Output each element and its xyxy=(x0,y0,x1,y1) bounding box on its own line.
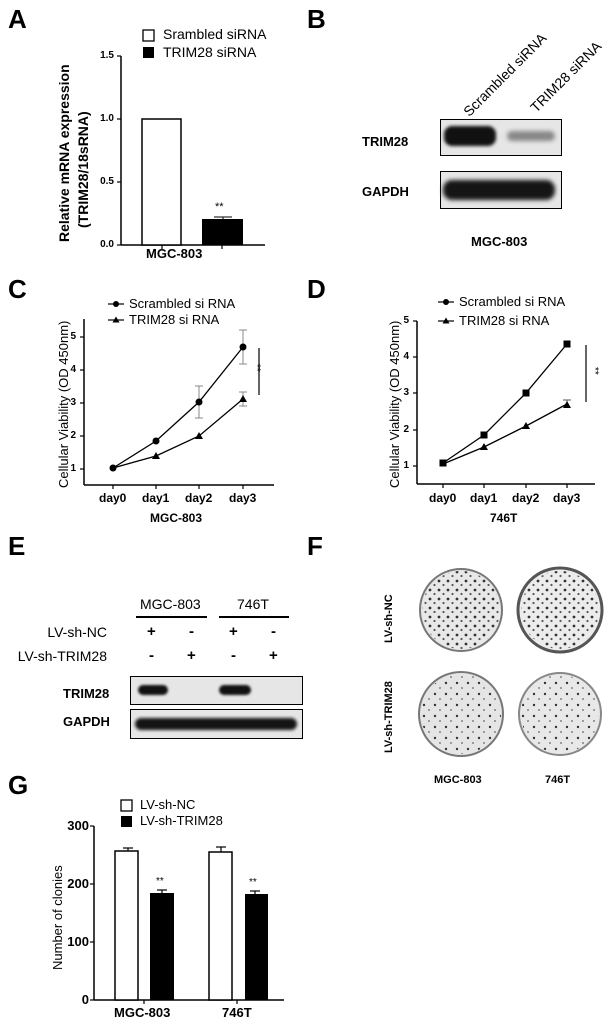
significance-d: ** xyxy=(589,367,600,375)
ytick-d-1: 1 xyxy=(403,460,409,471)
ytick-g-100: 100 xyxy=(67,934,89,949)
ylabel-d: Cellular Viability (OD 450nm) xyxy=(387,320,402,488)
xlabel-d: 746T xyxy=(490,511,518,525)
ytick-d-4: 4 xyxy=(403,351,409,362)
legend-c-scrambled: Scrambled si RNA xyxy=(129,296,236,311)
blot-label-trim28-b: TRIM28 xyxy=(362,134,409,149)
colony-plates xyxy=(418,566,604,757)
sh-nc-lane1: + xyxy=(147,623,156,640)
ytick-c-5: 5 xyxy=(70,331,76,342)
blot-label-gapdh-b: GAPDH xyxy=(362,184,409,199)
group-underline-746t xyxy=(219,616,289,618)
panel-letter-d: D xyxy=(307,274,326,304)
xlabel-a: MGC-803 xyxy=(146,246,203,261)
line-chart-d xyxy=(413,299,595,488)
legend-g-sh-trim28: LV-sh-TRIM28 xyxy=(140,813,223,828)
plate-mgc803-sh-trim28 xyxy=(418,671,504,757)
sh-trim28-lane3: - xyxy=(231,647,236,664)
group-label-746t: 746T xyxy=(237,596,269,612)
row-label-sh-trim28: LV-sh-TRIM28 xyxy=(17,648,107,664)
ytick-g-0: 0 xyxy=(81,992,89,1007)
ytick-c-4: 4 xyxy=(70,364,76,375)
blot-trim28-b xyxy=(440,119,562,156)
ytick-a-0-0: 0.0 xyxy=(100,239,114,250)
significance-g-mgc803: ** xyxy=(156,876,164,887)
legend-d-scrambled: Scrambled si RNA xyxy=(459,294,566,309)
xlabel-c: MGC-803 xyxy=(150,511,203,525)
line-chart-c xyxy=(80,301,274,489)
ytick-d-5: 5 xyxy=(403,315,409,326)
ytick-a-1-0: 1.0 xyxy=(100,113,114,124)
ytick-c-1: 1 xyxy=(70,463,76,474)
blot-trim28-e xyxy=(130,676,303,705)
blot-label-gapdh-e: GAPDH xyxy=(63,714,110,729)
row-label-sh-nc: LV-sh-NC xyxy=(47,624,107,640)
bar-chart-a xyxy=(117,55,265,249)
xtick-c-day3: day3 xyxy=(229,491,257,505)
legend-g-sh-nc: LV-sh-NC xyxy=(140,797,196,812)
sh-trim28-lane2: + xyxy=(187,647,196,664)
ytick-c-3: 3 xyxy=(70,397,76,408)
panel-letter-f: F xyxy=(307,531,323,561)
legend-swatches-a xyxy=(142,29,155,58)
ytick-d-2: 2 xyxy=(403,424,409,435)
panel-letter-b: B xyxy=(307,4,326,34)
legend-trim28: TRIM28 siRNA xyxy=(163,44,257,60)
blot-gapdh-b xyxy=(440,171,562,209)
group-underline-mgc803 xyxy=(136,616,207,618)
plate-746t-sh-trim28 xyxy=(518,672,602,756)
blot-gapdh-e xyxy=(130,709,303,739)
xtick-d-day0: day0 xyxy=(429,491,457,505)
xtick-g-746t: 746T xyxy=(222,1005,252,1020)
legend-c-trim28: TRIM28 si RNA xyxy=(129,312,220,327)
xtick-d-day1: day1 xyxy=(470,491,498,505)
sh-nc-lane4: - xyxy=(271,623,276,640)
ytick-c-2: 2 xyxy=(70,430,76,441)
xtick-d-day2: day2 xyxy=(512,491,540,505)
panel-letter-e: E xyxy=(8,531,26,561)
group-label-mgc803: MGC-803 xyxy=(140,596,201,612)
legend-scrambled: Srambled siRNA xyxy=(163,26,267,42)
f-row-label-sh-nc: LV-sh-NC xyxy=(383,594,395,643)
ytick-a-1-5: 1.5 xyxy=(100,50,114,61)
xtick-g-mgc803: MGC-803 xyxy=(114,1005,171,1020)
legend-d-trim28: TRIM28 si RNA xyxy=(459,313,550,328)
ytick-a-0-5: 0.5 xyxy=(100,176,114,187)
sh-trim28-lane1: - xyxy=(149,647,154,664)
bar-chart-g xyxy=(90,825,284,1004)
panel-letter-c: C xyxy=(8,274,27,304)
significance-g-746t: ** xyxy=(249,877,257,888)
xtick-c-day0: day0 xyxy=(99,491,127,505)
sh-nc-lane3: + xyxy=(229,623,238,640)
significance-a: ** xyxy=(215,201,224,213)
panel-letter-a: A xyxy=(8,4,27,34)
sh-trim28-lane4: + xyxy=(269,647,278,664)
f-row-label-sh-trim28: LV-sh-TRIM28 xyxy=(383,681,395,753)
ytick-g-200: 200 xyxy=(67,876,89,891)
xtick-d-day3: day3 xyxy=(553,491,581,505)
f-col-label-746t: 746T xyxy=(545,774,571,786)
cell-line-label-b: MGC-803 xyxy=(471,234,528,249)
ytick-d-3: 3 xyxy=(403,387,409,398)
blot-label-trim28-e: TRIM28 xyxy=(63,686,110,701)
panel-letter-g: G xyxy=(8,770,29,800)
ytick-g-300: 300 xyxy=(67,818,89,833)
f-col-label-mgc803: MGC-803 xyxy=(434,774,482,786)
xtick-c-day1: day1 xyxy=(142,491,170,505)
plate-mgc803-sh-nc xyxy=(419,568,503,652)
xtick-c-day2: day2 xyxy=(185,491,213,505)
ylabel-g: Number of clonies xyxy=(50,865,65,970)
plate-746t-sh-nc xyxy=(516,566,604,654)
sh-nc-lane2: - xyxy=(189,623,194,640)
legend-swatches-g xyxy=(120,799,133,827)
